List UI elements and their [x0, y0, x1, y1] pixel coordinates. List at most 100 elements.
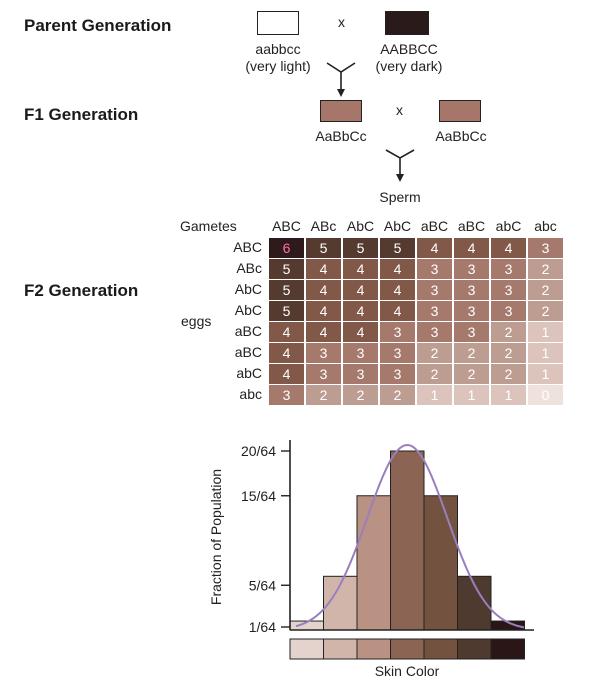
punnett-cell: 5	[269, 280, 304, 300]
punnett-cell: 4	[306, 259, 341, 279]
punnett-cell: 4	[269, 343, 304, 363]
punnett-cell: 3	[343, 343, 378, 363]
parent-cross-arrow	[326, 62, 356, 92]
sperm-label: Sperm	[379, 189, 421, 205]
f1-left-genotype: AaBbCc	[315, 128, 367, 144]
y-tick-label: 15/64	[241, 488, 276, 504]
punnett-cell: 2	[491, 343, 526, 363]
egg-row-header: abc	[239, 386, 262, 402]
punnett-cell: 3	[417, 301, 452, 321]
f1-cross-symbol: x	[396, 102, 403, 118]
punnett-cell: 4	[306, 301, 341, 321]
punnett-cell: 5	[269, 259, 304, 279]
punnett-cell: 3	[417, 322, 452, 342]
egg-row-header: AbC	[234, 281, 262, 297]
punnett-cell: 4	[269, 322, 304, 342]
gamete-column-header: AbC	[383, 218, 412, 234]
punnett-cell: 4	[306, 322, 341, 342]
histogram-bar	[356, 495, 391, 631]
punnett-cell: 5	[269, 301, 304, 321]
punnett-cell: 4	[380, 259, 415, 279]
gamete-column-header: aBC	[457, 218, 486, 234]
skin-color-swatch	[490, 638, 525, 660]
y-tick-label: 20/64	[241, 443, 276, 459]
punnett-cell: 3	[306, 343, 341, 363]
punnett-cell: 3	[454, 322, 489, 342]
f1-right-swatch	[439, 100, 481, 122]
gamete-column-header: abc	[534, 218, 557, 234]
cross-arrows	[326, 62, 415, 182]
egg-row-header: AbC	[234, 302, 262, 318]
y-tick-label: 1/64	[249, 619, 276, 635]
parent-light-phenotype: (very light)	[245, 58, 311, 74]
punnett-cell: 3	[380, 322, 415, 342]
parent-dark-genotype: AABBCC	[380, 41, 438, 57]
parent-cross-symbol: x	[338, 14, 345, 30]
parent-light-swatch	[257, 11, 299, 35]
punnett-cell: 3	[454, 280, 489, 300]
punnett-cell: 2	[380, 385, 415, 405]
punnett-cell: 1	[528, 322, 563, 342]
punnett-cell: 2	[491, 322, 526, 342]
punnett-cell: 4	[343, 301, 378, 321]
punnett-cell: 2	[491, 364, 526, 384]
punnett-cell: 4	[417, 238, 452, 258]
egg-row-header: aBC	[234, 323, 262, 339]
gamete-column-header: abC	[495, 218, 522, 234]
punnett-cell: 1	[491, 385, 526, 405]
punnett-cell: 2	[343, 385, 378, 405]
histogram-bar	[423, 495, 458, 631]
punnett-cell: 2	[454, 343, 489, 363]
f1-cross-arrow	[385, 149, 415, 176]
punnett-cell: 3	[454, 259, 489, 279]
parent-arrow-head	[337, 89, 345, 97]
f1-generation-heading: F1 Generation	[24, 105, 139, 124]
punnett-cell: 3	[417, 280, 452, 300]
punnett-cell: 3	[417, 259, 452, 279]
punnett-cell: 2	[306, 385, 341, 405]
y-axis-label: Fraction of Population	[208, 469, 224, 605]
skin-color-swatch	[457, 638, 492, 660]
punnett-cell: 5	[380, 238, 415, 258]
x-axis-label: Skin Color	[375, 663, 440, 679]
gamete-column-header: ABc	[310, 218, 337, 234]
punnett-cell: 2	[528, 259, 563, 279]
gamete-column-header: AbC	[346, 218, 375, 234]
punnett-cell: 2	[454, 364, 489, 384]
punnett-cell: 3	[269, 385, 304, 405]
punnett-cell: 4	[380, 280, 415, 300]
punnett-cell: 4	[306, 280, 341, 300]
punnett-cell: 2	[528, 301, 563, 321]
f1-arrow-head	[396, 174, 404, 182]
punnett-cell: 6	[269, 238, 304, 258]
gamete-column-header: ABC	[272, 218, 301, 234]
punnett-cell: 3	[454, 301, 489, 321]
histogram-bar	[390, 450, 425, 631]
punnett-cell: 3	[343, 364, 378, 384]
punnett-cell: 4	[269, 364, 304, 384]
skin-color-swatch	[323, 638, 358, 660]
egg-row-header: ABC	[233, 239, 262, 255]
skin-color-swatch	[390, 638, 425, 660]
f1-right-genotype: AaBbCc	[435, 128, 487, 144]
egg-row-header: abC	[236, 365, 262, 381]
punnett-cell: 3	[491, 301, 526, 321]
y-tick-label: 5/64	[249, 577, 276, 593]
parent-generation-heading: Parent Generation	[24, 16, 172, 35]
parent-dark-phenotype: (very dark)	[375, 58, 443, 74]
punnett-cell: 4	[343, 322, 378, 342]
punnett-cell: 4	[454, 238, 489, 258]
parent-dark-swatch	[385, 11, 429, 35]
punnett-cell: 4	[380, 301, 415, 321]
punnett-cell: 2	[528, 280, 563, 300]
punnett-cell: 0	[528, 385, 563, 405]
egg-row-header: ABc	[236, 260, 262, 276]
punnett-cell: 3	[491, 280, 526, 300]
gamete-column-header: aBC	[420, 218, 449, 234]
punnett-cell: 1	[528, 343, 563, 363]
gametes-label: Gametes	[180, 218, 237, 234]
punnett-cell: 3	[306, 364, 341, 384]
f1-left-swatch	[320, 100, 362, 122]
punnett-cell: 4	[491, 238, 526, 258]
